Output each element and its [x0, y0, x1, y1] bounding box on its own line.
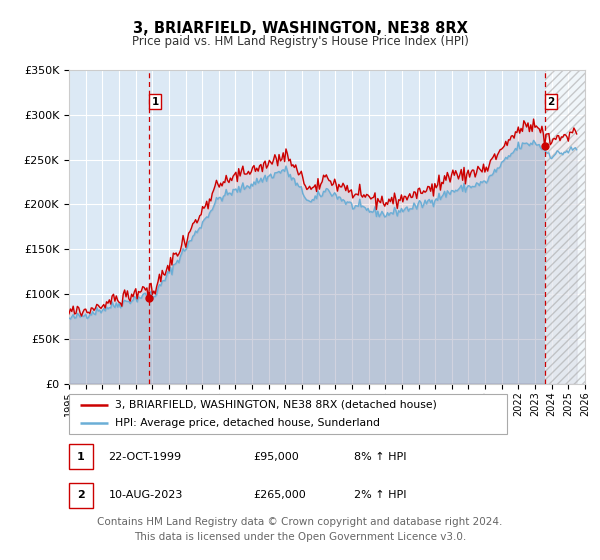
- Text: 2% ↑ HPI: 2% ↑ HPI: [354, 491, 406, 500]
- FancyBboxPatch shape: [69, 444, 93, 469]
- Text: £265,000: £265,000: [253, 491, 306, 500]
- Text: 3, BRIARFIELD, WASHINGTON, NE38 8RX (detached house): 3, BRIARFIELD, WASHINGTON, NE38 8RX (det…: [115, 400, 437, 409]
- FancyBboxPatch shape: [69, 483, 93, 508]
- Text: 22-OCT-1999: 22-OCT-1999: [109, 452, 182, 461]
- Text: 2: 2: [77, 491, 85, 500]
- Text: Price paid vs. HM Land Registry's House Price Index (HPI): Price paid vs. HM Land Registry's House …: [131, 35, 469, 48]
- Text: 1: 1: [77, 452, 85, 461]
- Text: 3, BRIARFIELD, WASHINGTON, NE38 8RX: 3, BRIARFIELD, WASHINGTON, NE38 8RX: [133, 21, 467, 36]
- Text: 8% ↑ HPI: 8% ↑ HPI: [354, 452, 406, 461]
- Bar: [545, 70, 585, 384]
- Text: 10-AUG-2023: 10-AUG-2023: [109, 491, 183, 500]
- Text: £95,000: £95,000: [253, 452, 299, 461]
- Text: 1: 1: [151, 97, 158, 106]
- FancyBboxPatch shape: [69, 394, 507, 434]
- Text: Contains HM Land Registry data © Crown copyright and database right 2024.
This d: Contains HM Land Registry data © Crown c…: [97, 517, 503, 542]
- Text: 2: 2: [548, 97, 555, 106]
- Text: HPI: Average price, detached house, Sunderland: HPI: Average price, detached house, Sund…: [115, 418, 380, 428]
